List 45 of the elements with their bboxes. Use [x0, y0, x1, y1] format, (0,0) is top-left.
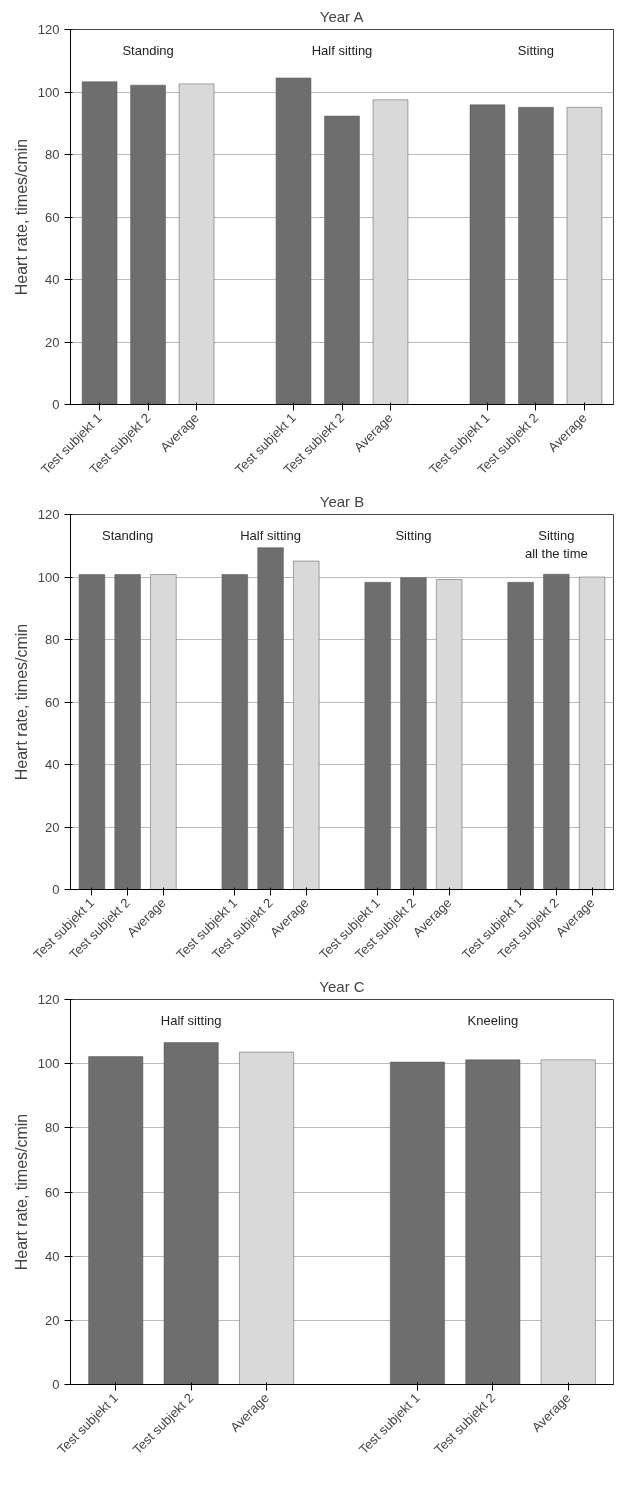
annotation: Half sitting — [311, 42, 373, 58]
bar — [518, 107, 554, 405]
y-tick-label: 100 — [37, 84, 60, 100]
y-tick-label: 120 — [37, 507, 60, 522]
annotation: Sitting — [517, 42, 554, 58]
y-tick-label: 80 — [45, 632, 60, 647]
bar — [469, 104, 506, 405]
annotation: Standing — [102, 527, 154, 543]
y-tick-label: 20 — [45, 1312, 60, 1328]
y-axis-title: Heart rate, times/cmin — [12, 138, 30, 296]
y-tick-label: 0 — [52, 397, 60, 412]
y-tick-label: 100 — [37, 1056, 60, 1072]
y-tick-label: 20 — [45, 334, 60, 350]
bar — [81, 81, 118, 405]
y-axis-title: Heart rate, times/cmin — [12, 623, 30, 781]
annotation: Half sitting — [160, 1012, 222, 1028]
y-tick-label: 40 — [45, 272, 60, 287]
y-tick-label: 40 — [45, 1248, 60, 1264]
y-axis-title: Heart rate, times/cmin — [12, 1113, 30, 1271]
bar — [178, 83, 215, 405]
bar — [566, 107, 603, 405]
annotation: Sitting all the time — [524, 527, 588, 561]
bar — [372, 99, 409, 405]
bar — [130, 84, 166, 405]
y-tick-label: 0 — [52, 882, 60, 897]
y-tick-label: 120 — [37, 992, 60, 1007]
y-tick-label: 40 — [45, 757, 60, 772]
y-tick-label: 60 — [45, 1184, 60, 1200]
y-tick-label: 100 — [37, 569, 60, 585]
y-tick-label: 80 — [45, 1120, 60, 1136]
y-tick-label: 60 — [45, 209, 60, 225]
annotation: Standing — [122, 42, 174, 58]
chart-title: Year A — [319, 7, 364, 25]
y-tick-label: 20 — [45, 819, 60, 835]
bar — [324, 115, 360, 405]
y-tick-label: 60 — [45, 694, 60, 710]
annotation: Sitting — [395, 527, 432, 543]
y-tick-label: 80 — [45, 147, 60, 162]
chart-title: Year C — [319, 977, 365, 995]
annotation: Kneeling — [467, 1012, 519, 1028]
y-tick-label: 0 — [52, 1377, 60, 1392]
chart-title: Year B — [319, 492, 365, 510]
annotation: Half sitting — [240, 527, 301, 543]
y-tick-label: 120 — [37, 22, 60, 37]
bar — [275, 77, 312, 405]
